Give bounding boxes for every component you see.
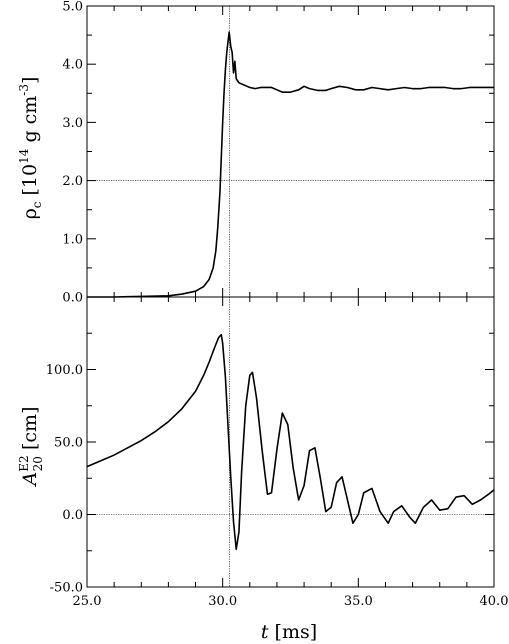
top-y-open: [10 xyxy=(19,164,41,202)
top-y-exp: 14 xyxy=(17,148,31,164)
top-y-unit-exp: -3 xyxy=(17,84,31,96)
top-y-axis-label: ρc [1014 g cm-3] xyxy=(17,77,44,220)
x-tick-label: 35.0 xyxy=(344,594,373,609)
bottom-y-tick-label: 50.0 xyxy=(54,436,83,451)
x-tick-label: 40.0 xyxy=(480,594,509,609)
top-y-tick-label: 1.0 xyxy=(62,232,83,247)
top-series-line-0 xyxy=(87,31,494,298)
bottom-y-tick-label: -50.0 xyxy=(50,581,83,596)
bottom-y-unit: [cm] xyxy=(19,407,41,457)
bottom-y-tick-label: 100.0 xyxy=(46,363,83,378)
top-y-symbol: ρ xyxy=(19,208,41,219)
top-y-tick-label: 2.0 xyxy=(62,174,83,189)
top-y-tick-label: 5.0 xyxy=(62,0,83,15)
top-y-tick-label: 3.0 xyxy=(62,116,83,131)
bottom-y-sub: 20 xyxy=(31,456,45,471)
top-y-sub: c xyxy=(30,201,44,208)
bottom-y-axis-label: AE220 [cm] xyxy=(17,407,45,488)
x-axis-label: t [ms] xyxy=(261,621,317,643)
top-y-tick-label: 0.0 xyxy=(62,291,83,306)
x-unit: [ms] xyxy=(269,621,318,643)
top-panel: 0.0 1.0 2.0 3.0 4.0 5.0 xyxy=(62,0,495,306)
bottom-panel: -50.0 0.0 50.0 100.0 25.0 30.0 35.0 40.0 xyxy=(46,296,509,609)
bottom-series-line-0 xyxy=(86,333,495,551)
top-plot-frame xyxy=(86,5,495,298)
x-symbol: t xyxy=(261,621,269,643)
top-y-tick-label: 4.0 xyxy=(62,58,83,73)
bottom-y-sup: E2 xyxy=(17,455,31,471)
x-tick-label: 25.0 xyxy=(73,594,102,609)
top-y-unit: g cm xyxy=(19,96,41,149)
bottom-y-symbol: A xyxy=(19,472,41,488)
x-tick-label: 30.0 xyxy=(208,594,237,609)
bottom-y-tick-label: 0.0 xyxy=(62,508,83,523)
top-y-close: ] xyxy=(19,77,41,84)
